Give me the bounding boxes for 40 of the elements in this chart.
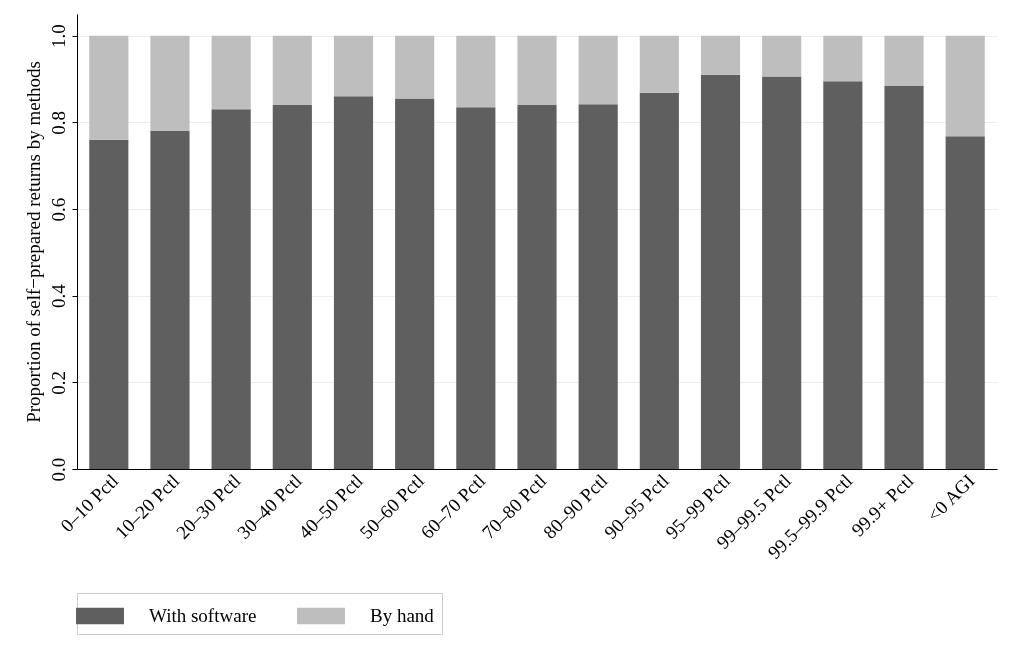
x-tick-label: <0 AGI <box>922 470 979 526</box>
y-tick-label: 0.4 <box>47 283 69 309</box>
bar <box>639 92 679 469</box>
bar <box>89 139 129 469</box>
bar <box>517 105 557 469</box>
bar <box>150 131 190 469</box>
bar <box>945 35 985 137</box>
bar <box>272 105 312 469</box>
bar <box>700 74 741 469</box>
y-tick-label: 0.6 <box>47 197 69 222</box>
bar <box>211 35 251 110</box>
bar <box>395 98 435 469</box>
bar <box>89 35 129 140</box>
y-tick-label: 0.8 <box>47 110 69 135</box>
bar <box>578 104 618 469</box>
legend-label: By hand <box>370 605 435 626</box>
bar <box>150 35 190 131</box>
legend-label: With software <box>149 605 257 626</box>
bar <box>272 35 312 105</box>
bar <box>395 35 435 99</box>
bar <box>762 35 802 77</box>
bar <box>639 35 679 93</box>
bar <box>211 109 251 469</box>
bar <box>456 35 496 108</box>
bar <box>762 76 802 469</box>
bar <box>884 85 924 469</box>
y-axis-title: Proportion of self−prepared returns by methods <box>22 61 44 423</box>
bar <box>333 35 374 97</box>
bar <box>823 35 863 82</box>
bar <box>517 35 557 105</box>
bar <box>945 136 985 469</box>
bar <box>333 96 374 469</box>
y-tick-label: 0.0 <box>47 457 69 482</box>
bar <box>700 35 741 75</box>
bar <box>823 81 863 469</box>
bar <box>456 107 496 469</box>
bar <box>884 35 924 86</box>
y-tick-label: 1.0 <box>47 24 69 49</box>
y-tick-label: 0.2 <box>47 370 69 395</box>
bar <box>578 35 618 105</box>
